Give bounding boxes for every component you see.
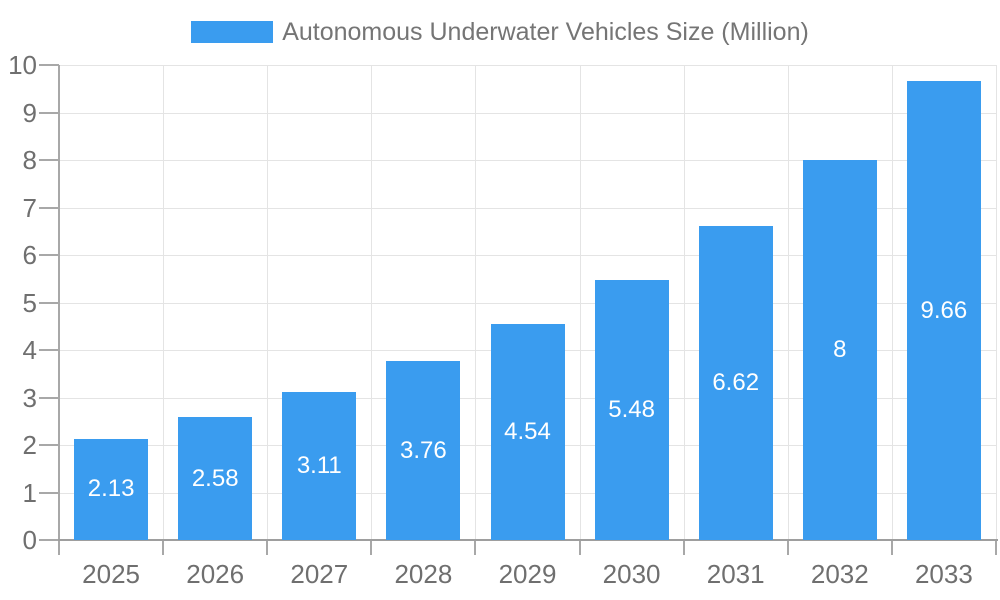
y-axis-tick bbox=[39, 64, 59, 66]
legend-title: Autonomous Underwater Vehicles Size (Mil… bbox=[282, 18, 809, 46]
grid-line-vertical bbox=[579, 65, 581, 540]
y-axis-line bbox=[58, 65, 60, 555]
x-tick-label-2025: 2025 bbox=[82, 559, 141, 589]
grid-line-vertical bbox=[475, 65, 477, 540]
x-tick-label-2033: 2033 bbox=[914, 559, 973, 589]
x-axis-line bbox=[58, 539, 998, 541]
y-tick-label: 3 bbox=[22, 382, 37, 413]
bar-value-label: 5.48 bbox=[608, 395, 655, 423]
bar-2029 bbox=[490, 324, 565, 540]
bar-2032 bbox=[802, 160, 877, 540]
x-axis-tick bbox=[682, 540, 685, 555]
grid-line-vertical bbox=[787, 65, 789, 540]
grid-line-vertical bbox=[996, 65, 997, 540]
y-tick-label: 1 bbox=[22, 477, 37, 508]
y-axis-tick bbox=[39, 539, 59, 541]
bar-value-label: 9.66 bbox=[920, 296, 968, 324]
x-tick-label-2030: 2030 bbox=[602, 559, 661, 589]
bar-2031 bbox=[698, 225, 773, 540]
x-tick-label-2027: 2027 bbox=[290, 559, 349, 589]
x-tick-label-2028: 2028 bbox=[394, 559, 453, 589]
y-tick-label: 8 bbox=[22, 145, 37, 175]
bar-2033 bbox=[906, 81, 981, 540]
legend-swatch bbox=[191, 21, 274, 43]
y-axis-tick bbox=[39, 301, 59, 304]
grid-line-horizontal bbox=[59, 65, 996, 66]
bar-2025 bbox=[74, 438, 149, 540]
grid-line-horizontal bbox=[59, 207, 996, 209]
grid-line-vertical bbox=[163, 65, 165, 540]
y-axis-tick bbox=[39, 206, 59, 209]
y-tick-label: 9 bbox=[22, 97, 37, 128]
grid-line-horizontal bbox=[59, 302, 996, 304]
grid-line-horizontal bbox=[59, 160, 996, 161]
bar-value-label: 3.11 bbox=[296, 452, 342, 480]
x-tick-label-2031: 2031 bbox=[706, 559, 765, 589]
x-axis-tick bbox=[266, 540, 269, 555]
bar-value-label: 8 bbox=[833, 336, 847, 363]
x-axis-tick bbox=[162, 540, 165, 555]
x-axis-tick bbox=[474, 540, 477, 555]
y-axis-tick bbox=[39, 349, 59, 351]
x-tick-label-2032: 2032 bbox=[810, 559, 869, 589]
y-tick-label: 0 bbox=[22, 525, 37, 555]
x-axis-tick bbox=[786, 540, 789, 555]
x-axis-tick bbox=[370, 540, 373, 555]
grid-line-horizontal bbox=[59, 255, 996, 256]
grid-line-vertical bbox=[891, 65, 893, 540]
bar-value-label: 2.13 bbox=[87, 475, 135, 503]
bar-2028 bbox=[386, 361, 461, 540]
x-axis-tick bbox=[578, 540, 581, 555]
bar-2027 bbox=[282, 392, 357, 540]
x-tick-label-2026: 2026 bbox=[186, 559, 245, 589]
grid-line-vertical bbox=[683, 65, 685, 540]
y-tick-label: 10 bbox=[8, 50, 37, 80]
y-axis-tick bbox=[39, 444, 59, 446]
x-axis-tick bbox=[995, 540, 997, 555]
bar-2026 bbox=[178, 417, 253, 540]
grid-line-horizontal bbox=[59, 112, 996, 114]
legend: Autonomous Underwater Vehicles Size (Mil… bbox=[0, 18, 1000, 46]
y-tick-label: 7 bbox=[22, 192, 37, 223]
bar-2030 bbox=[594, 279, 669, 540]
y-axis-tick bbox=[39, 396, 59, 399]
bar-value-label: 6.62 bbox=[712, 368, 760, 396]
y-tick-label: 6 bbox=[22, 240, 37, 270]
bar-value-label: 3.76 bbox=[400, 436, 447, 464]
y-tick-label: 4 bbox=[22, 335, 37, 365]
x-axis-tick bbox=[890, 540, 893, 555]
x-tick-label-2029: 2029 bbox=[498, 559, 557, 589]
grid-line-vertical bbox=[267, 65, 269, 540]
y-axis-tick bbox=[39, 254, 59, 256]
y-axis-tick bbox=[39, 491, 59, 494]
grid-line-vertical bbox=[371, 65, 373, 540]
bar-value-label: 4.54 bbox=[504, 418, 551, 446]
y-axis-tick bbox=[39, 111, 59, 114]
y-tick-label: 2 bbox=[22, 430, 37, 460]
y-axis-tick bbox=[39, 159, 59, 161]
y-tick-label: 5 bbox=[22, 287, 37, 318]
bar-value-label: 2.58 bbox=[191, 464, 239, 492]
